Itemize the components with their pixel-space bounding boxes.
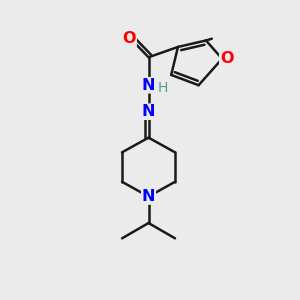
- Text: H: H: [158, 81, 168, 95]
- Text: N: N: [142, 189, 155, 204]
- Text: O: O: [123, 32, 136, 46]
- Text: O: O: [220, 51, 233, 66]
- Text: N: N: [142, 78, 155, 93]
- Text: N: N: [142, 104, 155, 119]
